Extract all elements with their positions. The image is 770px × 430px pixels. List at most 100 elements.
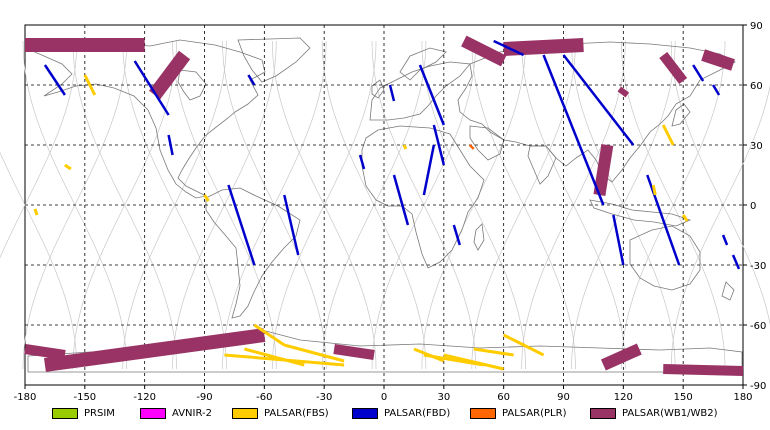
swath-fbs <box>283 343 345 363</box>
swath-wb <box>149 50 191 100</box>
legend-item: PALSAR(PLR) <box>470 406 566 420</box>
swath-fbd <box>562 54 635 146</box>
legend-item: PALSAR(FBD) <box>352 406 450 420</box>
swath-fbs <box>661 124 675 146</box>
swath-fbs <box>83 74 97 96</box>
y-tick-label: -60 <box>750 321 766 332</box>
swath-fbs <box>64 163 72 171</box>
swath-fbs <box>203 194 210 202</box>
swath-fbd <box>43 64 66 96</box>
x-tick-label: -180 <box>14 392 37 400</box>
legend-swatch <box>590 407 616 419</box>
swath-fbd <box>247 74 256 86</box>
legend-swatch <box>352 407 378 419</box>
legend-swatch <box>232 407 258 419</box>
orbit-tracks <box>0 40 770 370</box>
legend-swatch <box>470 407 496 419</box>
swath-fbd <box>646 174 681 266</box>
swath-fbs <box>473 347 514 357</box>
legend-item: PALSAR(WB1/WB2) <box>590 406 718 420</box>
swath-wb <box>600 343 642 371</box>
legend-label: PRSIM <box>84 407 115 419</box>
x-tick-label: 180 <box>733 392 752 400</box>
swath-fbd <box>692 64 705 82</box>
swath-fbd <box>422 144 436 196</box>
coast-uk <box>371 79 385 99</box>
legend-label: PALSAR(FBS) <box>264 407 329 419</box>
x-tick-label: 0 <box>381 392 387 400</box>
y-tick-label: -90 <box>750 381 766 392</box>
swath-fbs <box>651 184 657 196</box>
coast-japan <box>671 103 691 127</box>
swath-fbd <box>392 174 410 226</box>
swath-fbs <box>681 214 689 222</box>
x-tick-label: -90 <box>196 392 212 400</box>
swath-wb <box>43 328 266 372</box>
x-tick-label: -30 <box>316 392 332 400</box>
coast-madagascar <box>473 223 485 251</box>
swath-fbd <box>721 234 729 246</box>
coast-north-america <box>27 39 266 199</box>
legend-swatch <box>52 407 78 419</box>
orbit-track <box>421 40 526 370</box>
legend-item: PALSAR(FBS) <box>232 406 329 420</box>
swath-fbd <box>612 214 625 266</box>
x-tick-label: 150 <box>674 392 693 400</box>
y-tick-label: 60 <box>750 81 763 92</box>
coast-hudson <box>177 69 207 101</box>
swath-fbd <box>283 194 300 256</box>
y-tick-label: -30 <box>750 261 766 272</box>
legend-label: AVNIR-2 <box>172 407 212 419</box>
legend-label: PALSAR(FBD) <box>384 407 451 419</box>
coverage-map: -180 -150 -120 -90 -60 -30 0 30 60 90 120 150 180 90 6… <box>0 21 770 400</box>
axis-ticks: -180 -150 -120 -90 -60 -30 0 30 60 90 120 150 180 90 6… <box>14 21 767 400</box>
swath-fbs <box>253 323 286 347</box>
swath-fbs <box>502 333 545 357</box>
swath-fbd <box>358 154 366 170</box>
coast-new-zealand <box>721 281 735 301</box>
swath-fbd <box>542 54 605 206</box>
swath-wb <box>503 38 584 56</box>
swath-wb <box>593 144 614 196</box>
coastlines <box>27 37 743 373</box>
orbit-track <box>72 40 177 370</box>
orbit-track <box>222 40 327 370</box>
swath-fbd <box>731 254 741 270</box>
x-tick-label: -60 <box>256 392 272 400</box>
swath-fbd <box>133 60 170 116</box>
legend: PRSIM AVNIR-2 PALSAR(FBS) PALSAR(FBD) PALSAR… <box>0 400 770 424</box>
observation-swaths <box>24 35 744 376</box>
coast-africa <box>361 125 485 269</box>
swath-plr <box>468 144 475 150</box>
swath-wb <box>333 344 375 360</box>
swath-fbs <box>423 353 484 367</box>
swath-fbd <box>227 184 256 266</box>
coast-europe <box>369 61 471 121</box>
coast-australia <box>629 225 701 291</box>
legend-label: PALSAR(WB1/WB2) <box>622 407 718 419</box>
coast-greenland <box>237 37 311 83</box>
swath-fbd <box>167 134 174 156</box>
swath-wb <box>24 344 66 360</box>
legend-label: PALSAR(PLR) <box>502 407 567 419</box>
x-tick-label: 30 <box>437 392 450 400</box>
x-tick-label: 60 <box>497 392 510 400</box>
y-tick-label: 90 <box>750 21 763 32</box>
swath-wb <box>701 49 735 71</box>
swath-wb <box>617 86 630 98</box>
swath-fbd <box>418 64 445 126</box>
legend-item: AVNIR-2 <box>140 406 212 420</box>
swath-fbd <box>712 84 721 96</box>
coast-scandinavia <box>399 47 447 81</box>
swath-fbd <box>432 124 446 166</box>
coast-india <box>527 145 557 185</box>
orbit-track <box>122 40 227 370</box>
coast-arabia <box>469 125 505 161</box>
swath-fbs <box>402 144 408 150</box>
y-tick-label: 0 <box>750 201 756 212</box>
y-tick-label: 30 <box>750 141 763 152</box>
swath-fbd <box>388 84 396 102</box>
swath-fbs <box>33 208 39 216</box>
swath-fbd <box>493 39 525 57</box>
coast-asia <box>457 41 736 183</box>
